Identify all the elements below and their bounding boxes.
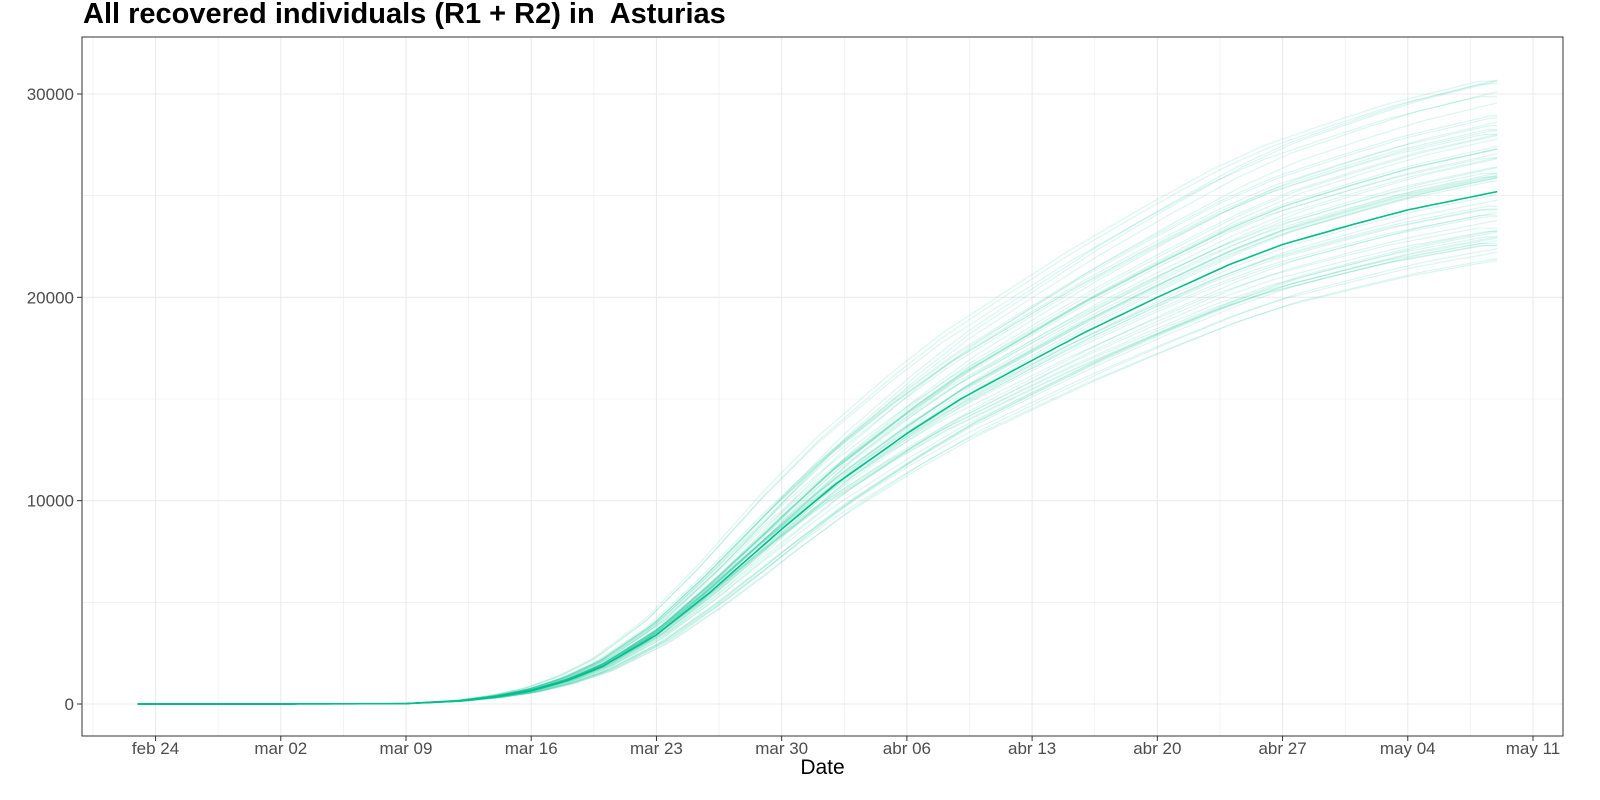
- ensemble-trajectory: [137, 121, 1498, 705]
- ensemble-trajectory: [137, 117, 1498, 705]
- x-tick-label: abr 20: [1133, 739, 1181, 758]
- chart-title: All recovered individuals (R1 + R2) in A…: [83, 0, 726, 30]
- ensemble-trajectory: [137, 157, 1498, 705]
- x-tick-label: mar 23: [630, 739, 683, 758]
- x-axis-title: Date: [800, 756, 844, 779]
- ensemble-trajectory: [137, 251, 1498, 705]
- x-axis-tick-labels: feb 24 mar 02 mar 09 mar 16 mar 23 mar 30 abr …: [132, 739, 1560, 758]
- ensemble-trajectory: [137, 129, 1498, 705]
- ensemble-trajectory: [137, 205, 1498, 705]
- ensemble-trajectory: [137, 133, 1498, 705]
- x-tick-label: mar 30: [755, 739, 808, 758]
- x-tick-label: may 04: [1380, 739, 1436, 758]
- x-tick-label: may 11: [1506, 739, 1561, 758]
- x-tick-label: mar 02: [254, 739, 307, 758]
- ensemble-trajectory: [137, 214, 1498, 705]
- grid-minor: [82, 37, 1563, 736]
- ensemble-trajectory: [137, 239, 1498, 705]
- ensemble-trajectory: [137, 236, 1498, 705]
- ensemble-trajectory: [137, 80, 1498, 705]
- grid-major: [82, 37, 1563, 736]
- ensemble-trajectory: [137, 176, 1498, 705]
- y-tick-label: 0: [65, 695, 74, 714]
- ensemble-trajectory: [137, 153, 1498, 705]
- ensemble-trajectory: [137, 80, 1498, 705]
- ensemble-trajectory: [137, 130, 1498, 705]
- y-tick-label: 30000: [27, 85, 74, 104]
- ensemble-trajectory: [137, 176, 1498, 705]
- x-tick-label: mar 09: [380, 739, 433, 758]
- ensemble-trajectory: [137, 175, 1498, 705]
- x-tick-label: feb 24: [132, 739, 179, 758]
- x-tick-label: abr 06: [883, 739, 931, 758]
- ensemble-trajectory: [137, 133, 1498, 705]
- x-tick-label: abr 13: [1008, 739, 1056, 758]
- ensemble-trajectory: [137, 96, 1498, 705]
- ensemble-trajectory: [137, 194, 1498, 705]
- ensemble-trajectory: [137, 199, 1498, 705]
- ensemble-trajectory: [137, 157, 1498, 705]
- ensemble-trajectory: [137, 82, 1498, 705]
- ensemble-trajectory: [137, 148, 1498, 705]
- y-axis-tick-labels: 0 10000 20000 30000: [27, 85, 74, 714]
- ensemble-trajectory: [137, 177, 1498, 705]
- ensemble-trajectory: [137, 166, 1498, 705]
- ensemble-trajectory: [137, 148, 1498, 705]
- ensemble-trajectory: [137, 236, 1498, 705]
- ensemble-lines: [137, 79, 1498, 705]
- y-tick-label: 10000: [27, 492, 74, 511]
- x-tick-label: abr 27: [1258, 739, 1306, 758]
- ensemble-trajectory: [137, 237, 1498, 705]
- y-tick-label: 20000: [27, 288, 74, 307]
- x-tick-label: mar 16: [505, 739, 558, 758]
- central-series: [137, 190, 1498, 705]
- central-series-line: [137, 190, 1498, 705]
- axis-ticks: [77, 93, 1534, 741]
- ensemble-trajectory: [137, 91, 1498, 705]
- plot-panel-border: [81, 36, 1564, 737]
- ensemble-trajectory: [137, 125, 1498, 705]
